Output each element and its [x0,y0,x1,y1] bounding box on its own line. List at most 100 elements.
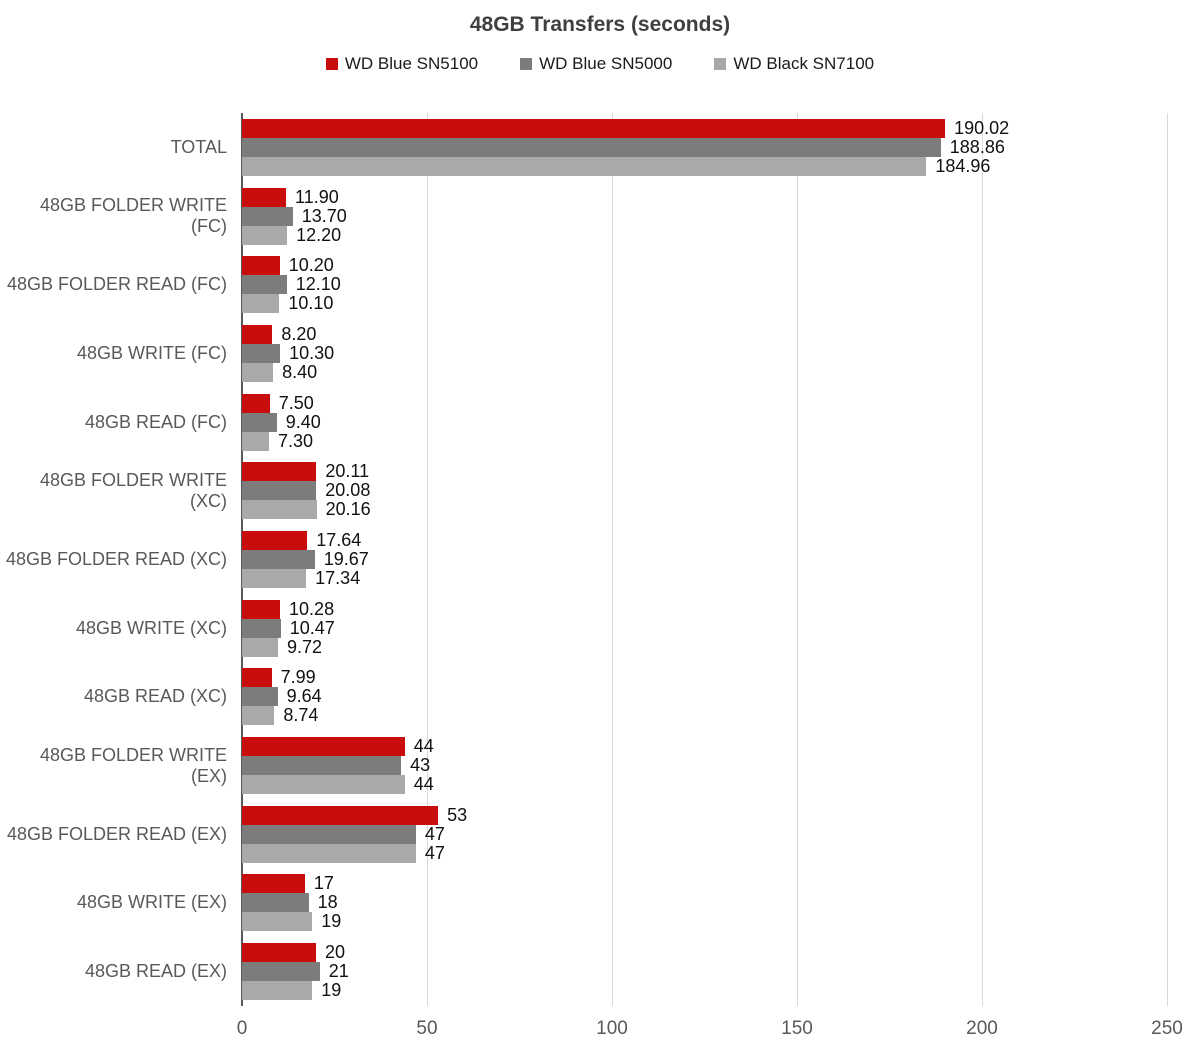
category-row: 48GB FOLDER READ (FC) 10.20 12.10 10.10 [0,250,1167,319]
bar [242,943,316,963]
bar-line: 7.30 [242,430,1167,451]
bar-value-label: 17 [313,873,334,894]
category-row: 48GB WRITE (EX) 17 18 19 [0,869,1167,938]
category-label: 48GB FOLDER READ (EX) [6,823,227,844]
bar-line: 12.10 [242,274,1167,295]
bar [242,706,275,726]
category-label: 48GB READ (FC) [84,411,227,432]
bar-line: 188.86 [242,136,1167,157]
bar-group: 8.20 10.30 8.40 [242,323,1167,382]
bar-value-label: 9.40 [285,411,321,432]
bar-value-label: 17.34 [315,567,361,588]
bar-line: 17.34 [242,567,1167,588]
bar-value-label: 7.30 [278,430,314,451]
bar-value-label: 184.96 [935,155,991,176]
bar-value-label: 13.70 [301,205,347,226]
bar-line: 9.64 [242,686,1167,707]
bar-value-label: 12.20 [296,224,342,245]
x-tick-label: 50 [416,1018,438,1039]
category-row: TOTAL 190.02 188.86 184.96 [0,113,1167,182]
bar [242,118,946,138]
category-label: TOTAL [170,136,227,157]
bar-line: 17.64 [242,530,1167,550]
bar [242,618,281,638]
bar-group: 20.11 20.08 20.16 [242,461,1167,520]
bar-value-label: 19 [321,980,342,1001]
category-label: 48GB READ (EX) [84,961,227,982]
bar-value-label: 21 [328,961,349,982]
bar [242,737,405,757]
bar [242,500,317,520]
bar-line: 21 [242,961,1167,982]
bar [242,294,280,314]
bar-value-label: 20.11 [325,461,370,482]
bar-group: 7.99 9.64 8.74 [242,667,1167,726]
bar-value-label: 47 [424,823,445,844]
gridline [982,113,983,1006]
bar-group: 10.28 10.47 9.72 [242,598,1167,657]
bar-line: 20.11 [242,461,1167,482]
category-row: 48GB WRITE (FC) 8.20 10.30 8.40 [0,319,1167,388]
bar-value-label: 10.47 [289,617,335,638]
bar [242,343,281,363]
bar-line: 43 [242,755,1167,776]
legend-item: WD Blue SN5000 [520,54,672,74]
category-label: 48GB WRITE (XC) [75,617,227,638]
bar-line: 18 [242,892,1167,913]
bar [242,530,308,550]
bar [242,637,278,657]
bar [242,481,317,501]
chart-title: 48GB Transfers (seconds) [469,13,731,36]
bar-line: 19 [242,911,1167,932]
bar-line: 11.90 [242,187,1167,207]
bar-line: 47 [242,823,1167,844]
category-row: 48GB FOLDER READ (XC) 17.64 19.67 17.34 [0,525,1167,594]
bar-value-label: 188.86 [949,136,1005,157]
bar-value-label: 18 [317,892,338,913]
bar [242,805,439,825]
bar-value-label: 8.20 [281,323,317,344]
category-row: 48GB FOLDER WRITE (EX) 44 43 44 [0,731,1167,800]
bar [242,431,269,451]
bar [242,981,313,1001]
bar-value-label: 10.28 [289,598,335,619]
category-label: 48GB WRITE (EX) [76,892,227,913]
bar-line: 7.99 [242,667,1167,688]
bar [242,225,288,245]
bar [242,275,287,295]
bar-line: 53 [242,805,1167,825]
bar [242,912,313,932]
bar-value-label: 8.74 [283,705,319,726]
bar-value-label: 43 [410,755,431,776]
bar-value-label: 10.20 [288,255,334,276]
bar-value-label: 9.64 [286,686,322,707]
bar-rows: TOTAL 190.02 188.86 184.96 48GB FOLDER WRITE… [0,113,1167,1006]
bar-line: 8.40 [242,362,1167,382]
bar-value-label: 7.99 [280,667,316,688]
bar [242,775,405,795]
bar-value-label: 20 [325,942,346,963]
bar-value-label: 10.30 [289,342,335,363]
bar [242,893,309,913]
bar-value-label: 190.02 [954,117,1010,138]
gridline [797,113,798,1006]
bar-value-label: 44 [413,774,434,795]
bar [242,362,274,382]
bar [242,687,278,707]
bar-line: 190.02 [242,117,1167,138]
bar-line: 20 [242,942,1167,963]
bar-line: 8.20 [242,323,1167,344]
bar [242,393,270,413]
bar [242,256,280,276]
category-label: 48GB FOLDER WRITE (FC) [39,195,227,237]
category-row: 48GB READ (FC) 7.50 9.40 7.30 [0,388,1167,457]
category-row: 48GB FOLDER READ (EX) 53 47 47 [0,800,1167,869]
gridline [612,113,613,1006]
category-label: 48GB FOLDER READ (FC) [6,274,227,295]
bar-value-label: 12.10 [295,274,341,295]
bar-line: 9.40 [242,411,1167,432]
x-tick-label: 100 [596,1018,628,1039]
x-tick-label: 0 [236,1018,248,1039]
bar [242,599,281,619]
category-label: 48GB READ (XC) [83,686,227,707]
